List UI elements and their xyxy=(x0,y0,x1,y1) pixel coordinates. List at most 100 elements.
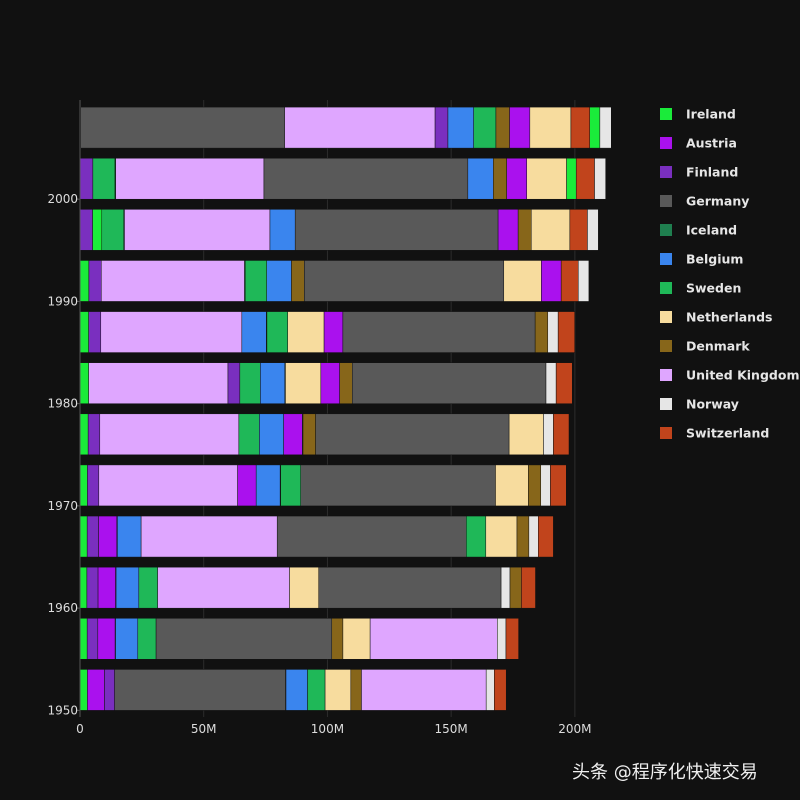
bar-segment-germany xyxy=(263,157,469,200)
bar-segment-ireland xyxy=(79,618,88,660)
legend-item-germany[interactable]: Germany xyxy=(660,194,749,209)
bar-segment-netherlands xyxy=(285,362,322,404)
bar-segment-austria xyxy=(97,618,116,660)
bar-segment-belgium xyxy=(117,515,142,558)
bar-2002 xyxy=(79,157,606,200)
legend-item-united-kingdom[interactable]: United Kingdom xyxy=(660,368,799,383)
bar-segment-austria xyxy=(497,209,519,251)
legend-item-austria[interactable]: Austria xyxy=(660,136,737,151)
bar-segment-norway xyxy=(587,209,599,251)
legend-item-netherlands[interactable]: Netherlands xyxy=(660,310,772,325)
bar-segment-norway xyxy=(577,260,590,302)
bar-segment-sweden xyxy=(473,106,497,149)
bar-segment-denmark xyxy=(331,618,344,660)
bar-segment-norway xyxy=(594,157,606,200)
bar-segment-denmark xyxy=(350,669,362,711)
bar-segment-united-kingdom xyxy=(98,464,238,507)
bar-segment-belgium xyxy=(467,157,494,200)
bar-segment-united-kingdom xyxy=(140,515,278,558)
bar-segment-norway xyxy=(485,669,495,711)
bar-1997 xyxy=(79,209,599,251)
bar-segment-united-kingdom xyxy=(88,362,229,404)
legend-item-ireland[interactable]: Ireland xyxy=(660,107,736,122)
legend-swatch xyxy=(660,137,672,149)
legend-item-iceland[interactable]: Iceland xyxy=(660,223,737,238)
bar-segment-united-kingdom xyxy=(369,618,498,660)
legend-label: Austria xyxy=(686,136,737,151)
bar-segment-finland xyxy=(79,157,94,200)
legend-swatch xyxy=(660,369,672,381)
bar-segment-ireland xyxy=(79,464,88,507)
bar-segment-united-kingdom xyxy=(100,311,243,353)
bar-segment-norway xyxy=(540,464,551,507)
bar-segment-denmark xyxy=(517,209,532,251)
bar-segment-germany xyxy=(315,413,510,456)
bar-1982 xyxy=(79,362,573,404)
bar-segment-finland xyxy=(79,209,93,251)
bar-1977 xyxy=(79,413,570,456)
y-tick-label: 1970 xyxy=(47,499,78,513)
bar-segment-united-kingdom xyxy=(284,106,436,149)
bar-1952 xyxy=(79,669,507,711)
bar-segment-netherlands xyxy=(485,515,518,558)
bar-segment-denmark xyxy=(528,464,542,507)
bar-segment-germany xyxy=(318,566,502,609)
legend-swatch xyxy=(660,427,672,439)
bar-segment-finland xyxy=(86,618,99,660)
bar-segment-norway xyxy=(497,618,507,660)
bar-segment-sweden xyxy=(239,362,261,404)
bar-segment-austria xyxy=(509,106,531,149)
bar-segment-denmark xyxy=(516,515,530,558)
legend-label: Iceland xyxy=(686,223,737,238)
bar-segment-finland xyxy=(88,260,102,302)
bar-segment-denmark xyxy=(493,157,507,200)
bar-segment-austria xyxy=(87,669,105,711)
bar-segment-netherlands xyxy=(287,311,325,353)
legend-swatch xyxy=(660,166,672,178)
bar-segment-belgium xyxy=(260,362,286,404)
bar-segment-netherlands xyxy=(503,260,542,302)
bar-segment-ireland xyxy=(79,669,88,711)
legend-label: Netherlands xyxy=(686,310,772,325)
bar-segment-ireland xyxy=(79,311,89,353)
bar-segment-ireland xyxy=(79,413,89,456)
bar-segment-germany xyxy=(342,311,536,353)
bar-segment-united-kingdom xyxy=(99,413,240,456)
bar-segment-belgium xyxy=(447,106,474,149)
legend-swatch xyxy=(660,340,672,352)
bar-segment-ireland xyxy=(79,515,88,558)
bar-segment-belgium xyxy=(266,260,292,302)
bar-segment-belgium xyxy=(255,464,281,507)
y-tick-label: 1980 xyxy=(47,397,78,411)
bar-segment-ireland xyxy=(92,209,103,251)
bar-segment-finland xyxy=(434,106,449,149)
bar-segment-ireland xyxy=(79,566,88,609)
bar-segment-sweden xyxy=(238,413,260,456)
bar-segment-finland xyxy=(87,464,100,507)
bar-segment-ireland xyxy=(589,106,601,149)
bar-segment-belgium xyxy=(259,413,284,456)
bar-segment-sweden xyxy=(101,209,125,251)
bar-segment-switzerland xyxy=(521,566,536,609)
legend-swatch xyxy=(660,224,672,236)
legend-swatch xyxy=(660,195,672,207)
bar-segment-netherlands xyxy=(508,413,544,456)
bar-segment-norway xyxy=(500,566,511,609)
bar-segment-denmark xyxy=(495,106,510,149)
legend-item-finland[interactable]: Finland xyxy=(660,165,738,180)
bar-segment-sweden xyxy=(266,311,288,353)
legend-label: Switzerland xyxy=(686,426,769,441)
gridlines xyxy=(203,100,576,717)
bar-segment-ireland xyxy=(566,157,577,200)
legend-item-switzerland[interactable]: Switzerland xyxy=(660,426,769,441)
legend-item-norway[interactable]: Norway xyxy=(660,397,739,412)
legend-item-denmark[interactable]: Denmark xyxy=(660,339,750,354)
legend-item-belgium[interactable]: Belgium xyxy=(660,252,743,267)
legend-swatch xyxy=(660,253,672,265)
legend-item-sweden[interactable]: Sweden xyxy=(660,281,741,296)
bar-segment-sweden xyxy=(92,157,116,200)
bar-segment-belgium xyxy=(115,618,139,660)
bar-segment-austria xyxy=(506,157,527,200)
bar-segment-finland xyxy=(86,515,99,558)
